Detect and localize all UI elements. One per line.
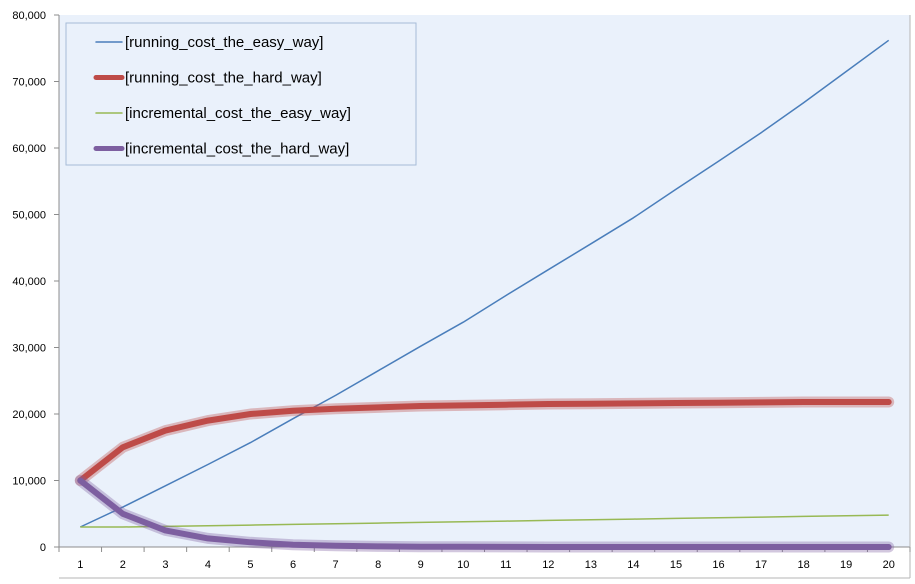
y-tick-label: 10,000 (12, 476, 46, 488)
series-line (80, 514, 889, 528)
x-axis-band (59, 547, 910, 578)
legend-label: [running_cost_the_easy_way] (125, 34, 323, 51)
x-tick-label: 3 (162, 559, 168, 571)
x-tick-label: 11 (500, 559, 511, 571)
x-tick-label: 5 (247, 559, 253, 571)
series-line (77, 477, 892, 550)
x-tick-label: 16 (712, 559, 724, 571)
series-line (79, 39, 890, 528)
x-tick-label: 10 (457, 559, 469, 571)
y-tick-label: 20,000 (12, 409, 46, 421)
x-tick-label: 2 (120, 559, 126, 571)
x-tick-label: 12 (542, 559, 554, 571)
x-tick-label: 4 (205, 559, 211, 571)
y-tick-label: 40,000 (12, 276, 46, 288)
y-tick-label: 70,000 (12, 77, 46, 89)
y-tick-label: 50,000 (12, 210, 46, 222)
x-tick-label: 20 (883, 559, 895, 571)
y-tick-label: 30,000 (12, 343, 46, 355)
x-tick-label: 8 (375, 559, 381, 571)
x-tick-label: 9 (418, 559, 424, 571)
legend-label: [running_cost_the_hard_way] (125, 70, 322, 87)
y-tick-label: 0 (40, 542, 46, 554)
legend-label: [incremental_cost_the_hard_way] (125, 141, 349, 158)
x-tick-label: 18 (798, 559, 810, 571)
series-line (77, 399, 892, 484)
y-tick-label: 80,000 (12, 10, 46, 22)
x-tick-label: 19 (840, 559, 852, 571)
x-tick-label: 1 (77, 559, 83, 571)
legend-box (65, 22, 417, 166)
x-tick-label: 14 (627, 559, 639, 571)
x-tick-label: 17 (755, 559, 767, 571)
x-tick-label: 15 (670, 559, 682, 571)
y-tick-label: 60,000 (12, 143, 46, 155)
x-tick-label: 13 (585, 559, 597, 571)
legend-label: [incremental_cost_the_easy_way] (125, 105, 351, 122)
x-tick-label: 7 (333, 559, 339, 571)
x-tick-label: 6 (290, 559, 296, 571)
